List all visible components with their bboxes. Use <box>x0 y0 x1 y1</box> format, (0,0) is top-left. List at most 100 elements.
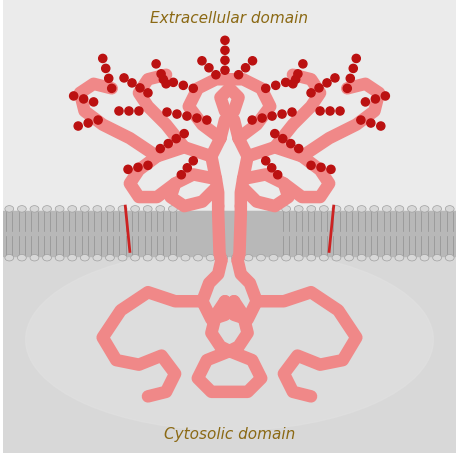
Ellipse shape <box>80 255 89 261</box>
Circle shape <box>189 84 197 92</box>
Circle shape <box>289 80 297 88</box>
Circle shape <box>326 107 334 115</box>
Ellipse shape <box>319 255 328 261</box>
Ellipse shape <box>408 206 416 212</box>
Ellipse shape <box>282 206 291 212</box>
Circle shape <box>144 89 152 97</box>
Ellipse shape <box>30 255 39 261</box>
Ellipse shape <box>244 255 253 261</box>
Circle shape <box>115 107 123 115</box>
Ellipse shape <box>345 255 353 261</box>
Circle shape <box>193 114 201 122</box>
Circle shape <box>84 119 92 127</box>
Bar <box>3 0 456 211</box>
Ellipse shape <box>131 206 140 212</box>
Ellipse shape <box>282 255 291 261</box>
Circle shape <box>272 81 280 89</box>
Ellipse shape <box>370 206 379 212</box>
Circle shape <box>203 116 211 124</box>
Ellipse shape <box>26 249 433 430</box>
Circle shape <box>74 122 82 130</box>
Ellipse shape <box>257 255 265 261</box>
Circle shape <box>235 71 243 79</box>
Circle shape <box>248 57 257 65</box>
Ellipse shape <box>445 206 454 212</box>
Ellipse shape <box>143 255 152 261</box>
Circle shape <box>307 161 315 169</box>
Circle shape <box>152 60 160 68</box>
Circle shape <box>163 108 171 116</box>
Ellipse shape <box>395 255 404 261</box>
Circle shape <box>357 116 365 124</box>
Circle shape <box>268 164 276 172</box>
Circle shape <box>144 161 152 169</box>
Circle shape <box>124 165 132 173</box>
Circle shape <box>361 98 369 106</box>
Circle shape <box>323 79 331 87</box>
Bar <box>3 211 456 453</box>
Circle shape <box>288 108 296 116</box>
Ellipse shape <box>294 206 303 212</box>
Circle shape <box>189 157 197 165</box>
Ellipse shape <box>5 255 14 261</box>
Circle shape <box>159 75 168 83</box>
Ellipse shape <box>231 255 240 261</box>
Circle shape <box>221 66 229 74</box>
Ellipse shape <box>68 255 77 261</box>
Circle shape <box>180 130 188 138</box>
Circle shape <box>221 36 229 44</box>
Ellipse shape <box>332 206 341 212</box>
Ellipse shape <box>131 255 140 261</box>
Ellipse shape <box>168 206 177 212</box>
Circle shape <box>136 84 144 92</box>
Circle shape <box>381 92 389 100</box>
Circle shape <box>371 95 380 103</box>
Circle shape <box>164 140 172 148</box>
Ellipse shape <box>357 255 366 261</box>
Circle shape <box>172 135 180 143</box>
Ellipse shape <box>269 255 278 261</box>
Circle shape <box>346 74 354 82</box>
Bar <box>3 211 456 256</box>
Circle shape <box>336 107 344 115</box>
Circle shape <box>299 60 307 68</box>
Circle shape <box>179 81 187 89</box>
Circle shape <box>274 171 282 179</box>
Ellipse shape <box>55 255 64 261</box>
Circle shape <box>278 110 286 118</box>
Circle shape <box>268 112 276 120</box>
Ellipse shape <box>194 255 202 261</box>
Circle shape <box>125 107 133 115</box>
Ellipse shape <box>55 206 64 212</box>
Ellipse shape <box>68 206 77 212</box>
Ellipse shape <box>206 255 215 261</box>
Circle shape <box>90 98 98 106</box>
Ellipse shape <box>43 255 51 261</box>
Ellipse shape <box>319 206 328 212</box>
Circle shape <box>367 119 375 127</box>
Circle shape <box>157 70 165 78</box>
Circle shape <box>70 92 78 100</box>
Circle shape <box>177 171 185 179</box>
Ellipse shape <box>382 255 391 261</box>
Circle shape <box>258 114 266 122</box>
Ellipse shape <box>118 255 127 261</box>
Circle shape <box>173 110 181 118</box>
Circle shape <box>105 74 113 82</box>
Circle shape <box>212 71 220 79</box>
Ellipse shape <box>332 255 341 261</box>
Circle shape <box>135 107 143 115</box>
Ellipse shape <box>395 206 404 212</box>
Ellipse shape <box>118 206 127 212</box>
Circle shape <box>271 130 279 138</box>
Circle shape <box>134 163 142 171</box>
Circle shape <box>120 74 128 82</box>
Ellipse shape <box>357 206 366 212</box>
Circle shape <box>352 54 360 63</box>
Circle shape <box>183 112 191 120</box>
Ellipse shape <box>156 206 165 212</box>
Circle shape <box>377 122 385 130</box>
Ellipse shape <box>143 206 152 212</box>
Circle shape <box>183 164 191 172</box>
Ellipse shape <box>445 255 454 261</box>
